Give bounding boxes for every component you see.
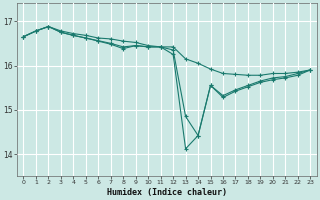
X-axis label: Humidex (Indice chaleur): Humidex (Indice chaleur) [107,188,227,197]
